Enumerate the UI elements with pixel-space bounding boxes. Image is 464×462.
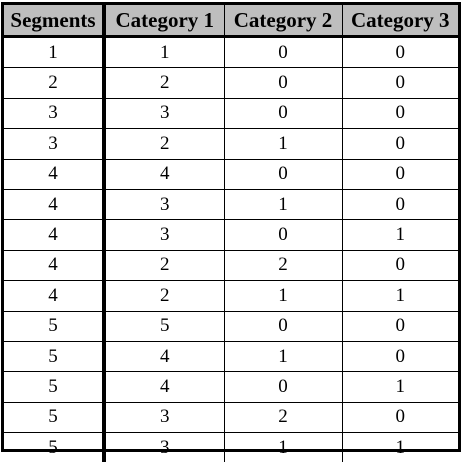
data-table-frame: Segments Category 1 Category 2 Category … [1,2,461,452]
cell-category-3: 1 [342,433,458,462]
cell-category-2: 2 [224,402,342,432]
cell-category-3: 0 [342,341,458,371]
cell-category-1: 4 [104,341,224,371]
cell-segments: 4 [4,220,104,250]
cell-category-3: 0 [342,98,458,128]
cell-category-2: 2 [224,250,342,280]
cell-category-1: 2 [104,250,224,280]
cell-category-1: 3 [104,220,224,250]
cell-category-3: 0 [342,159,458,189]
cell-segments: 2 [4,68,104,98]
cell-segments: 5 [4,341,104,371]
cell-segments: 4 [4,189,104,219]
cell-category-1: 5 [104,311,224,341]
cell-category-1: 2 [104,68,224,98]
cell-category-1: 4 [104,159,224,189]
header-segments: Segments [4,5,104,37]
cell-segments: 5 [4,372,104,402]
cell-category-3: 0 [342,311,458,341]
cell-segments: 3 [4,129,104,159]
header-category-3: Category 3 [342,5,458,37]
cell-category-2: 0 [224,159,342,189]
cell-category-2: 0 [224,68,342,98]
cell-category-3: 0 [342,129,458,159]
cell-segments: 3 [4,98,104,128]
cell-category-3: 0 [342,250,458,280]
cell-category-3: 0 [342,68,458,98]
cell-category-2: 0 [224,37,342,68]
table-header-row: Segments Category 1 Category 2 Category … [4,5,458,37]
cell-segments: 5 [4,433,104,462]
cell-category-1: 3 [104,402,224,432]
cell-category-3: 0 [342,402,458,432]
header-category-2: Category 2 [224,5,342,37]
cell-category-1: 1 [104,37,224,68]
cell-segments: 4 [4,281,104,311]
header-category-1: Category 1 [104,5,224,37]
cell-category-1: 3 [104,433,224,462]
cell-segments: 4 [4,159,104,189]
cell-segments: 5 [4,402,104,432]
cell-category-1: 2 [104,129,224,159]
cell-category-2: 1 [224,189,342,219]
cell-category-1: 4 [104,372,224,402]
cell-category-2: 1 [224,281,342,311]
cell-category-3: 1 [342,372,458,402]
cell-segments: 1 [4,37,104,68]
cell-category-1: 3 [104,98,224,128]
cell-category-1: 2 [104,281,224,311]
cell-category-2: 0 [224,220,342,250]
cell-category-3: 0 [342,37,458,68]
segments-table: Segments Category 1 Category 2 Category … [4,5,458,462]
cell-category-2: 1 [224,433,342,462]
cell-category-1: 3 [104,189,224,219]
cell-category-2: 1 [224,341,342,371]
cell-category-2: 0 [224,311,342,341]
cell-segments: 4 [4,250,104,280]
cell-category-2: 1 [224,129,342,159]
cell-category-3: 1 [342,220,458,250]
cell-category-2: 0 [224,98,342,128]
cell-category-2: 0 [224,372,342,402]
cell-category-3: 1 [342,281,458,311]
cell-segments: 5 [4,311,104,341]
cell-category-3: 0 [342,189,458,219]
